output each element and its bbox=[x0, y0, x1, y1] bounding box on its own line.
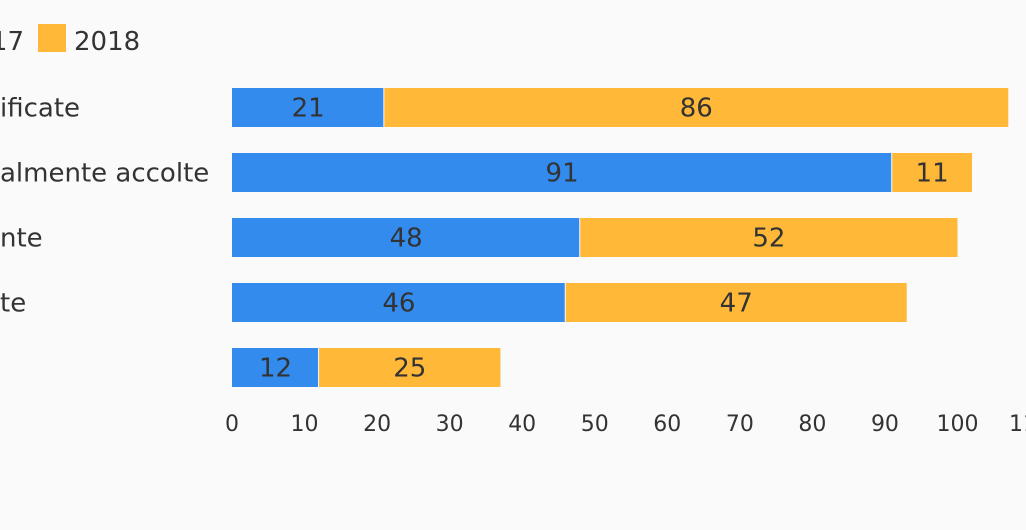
category-labels: ificate almente accolte nte te bbox=[0, 94, 209, 319]
x-tick-label: 0 bbox=[225, 412, 239, 437]
x-tick-label: 30 bbox=[436, 412, 464, 437]
category-label: te bbox=[0, 289, 26, 319]
bar-segment-series-2 bbox=[580, 218, 958, 257]
bar-segment-series-1 bbox=[232, 153, 892, 192]
bar-segment-series-2 bbox=[565, 283, 907, 322]
bar-value-label: 48 bbox=[390, 224, 423, 254]
bar-segment-series-1 bbox=[232, 283, 565, 322]
x-tick-label: 110 bbox=[1009, 412, 1026, 437]
legend-swatch-series-2 bbox=[38, 24, 66, 52]
x-tick-label: 60 bbox=[653, 412, 681, 437]
bar-segment-series-2 bbox=[384, 88, 1009, 127]
x-tick-label: 80 bbox=[798, 412, 826, 437]
bar-segment-series-2 bbox=[319, 348, 501, 387]
bar-segment-series-2 bbox=[892, 153, 973, 192]
x-tick-label: 40 bbox=[508, 412, 536, 437]
x-axis: 0 10 20 30 40 50 60 70 80 90 100 110 bbox=[225, 412, 1026, 437]
category-label: almente accolte bbox=[0, 159, 209, 189]
bar-segment-series-1 bbox=[232, 218, 580, 257]
category-label: ificate bbox=[0, 94, 80, 124]
bar-value-label: 86 bbox=[680, 94, 713, 124]
bar-segment-series-1 bbox=[232, 348, 319, 387]
bars: 21 86 91 11 48 52 46 47 12 25 bbox=[232, 88, 1009, 387]
bar-value-label: 91 bbox=[546, 159, 579, 189]
x-tick-label: 20 bbox=[363, 412, 391, 437]
bar-value-label: 47 bbox=[720, 289, 753, 319]
legend-label-series-1: 17 bbox=[0, 27, 24, 57]
bar-value-label: 21 bbox=[292, 94, 325, 124]
bar-value-label: 11 bbox=[916, 159, 949, 189]
bar-value-label: 12 bbox=[259, 354, 292, 384]
bar-value-label: 25 bbox=[393, 354, 426, 384]
legend: 17 2018 bbox=[0, 24, 140, 57]
x-tick-label: 100 bbox=[937, 412, 979, 437]
bar-value-label: 52 bbox=[752, 224, 785, 254]
x-tick-label: 10 bbox=[291, 412, 319, 437]
x-tick-label: 90 bbox=[871, 412, 899, 437]
bar-segment-series-1 bbox=[232, 88, 384, 127]
bar-value-label: 46 bbox=[382, 289, 415, 319]
x-tick-label: 50 bbox=[581, 412, 609, 437]
category-label: nte bbox=[0, 224, 43, 254]
x-tick-label: 70 bbox=[726, 412, 754, 437]
legend-label-series-2: 2018 bbox=[74, 27, 140, 57]
